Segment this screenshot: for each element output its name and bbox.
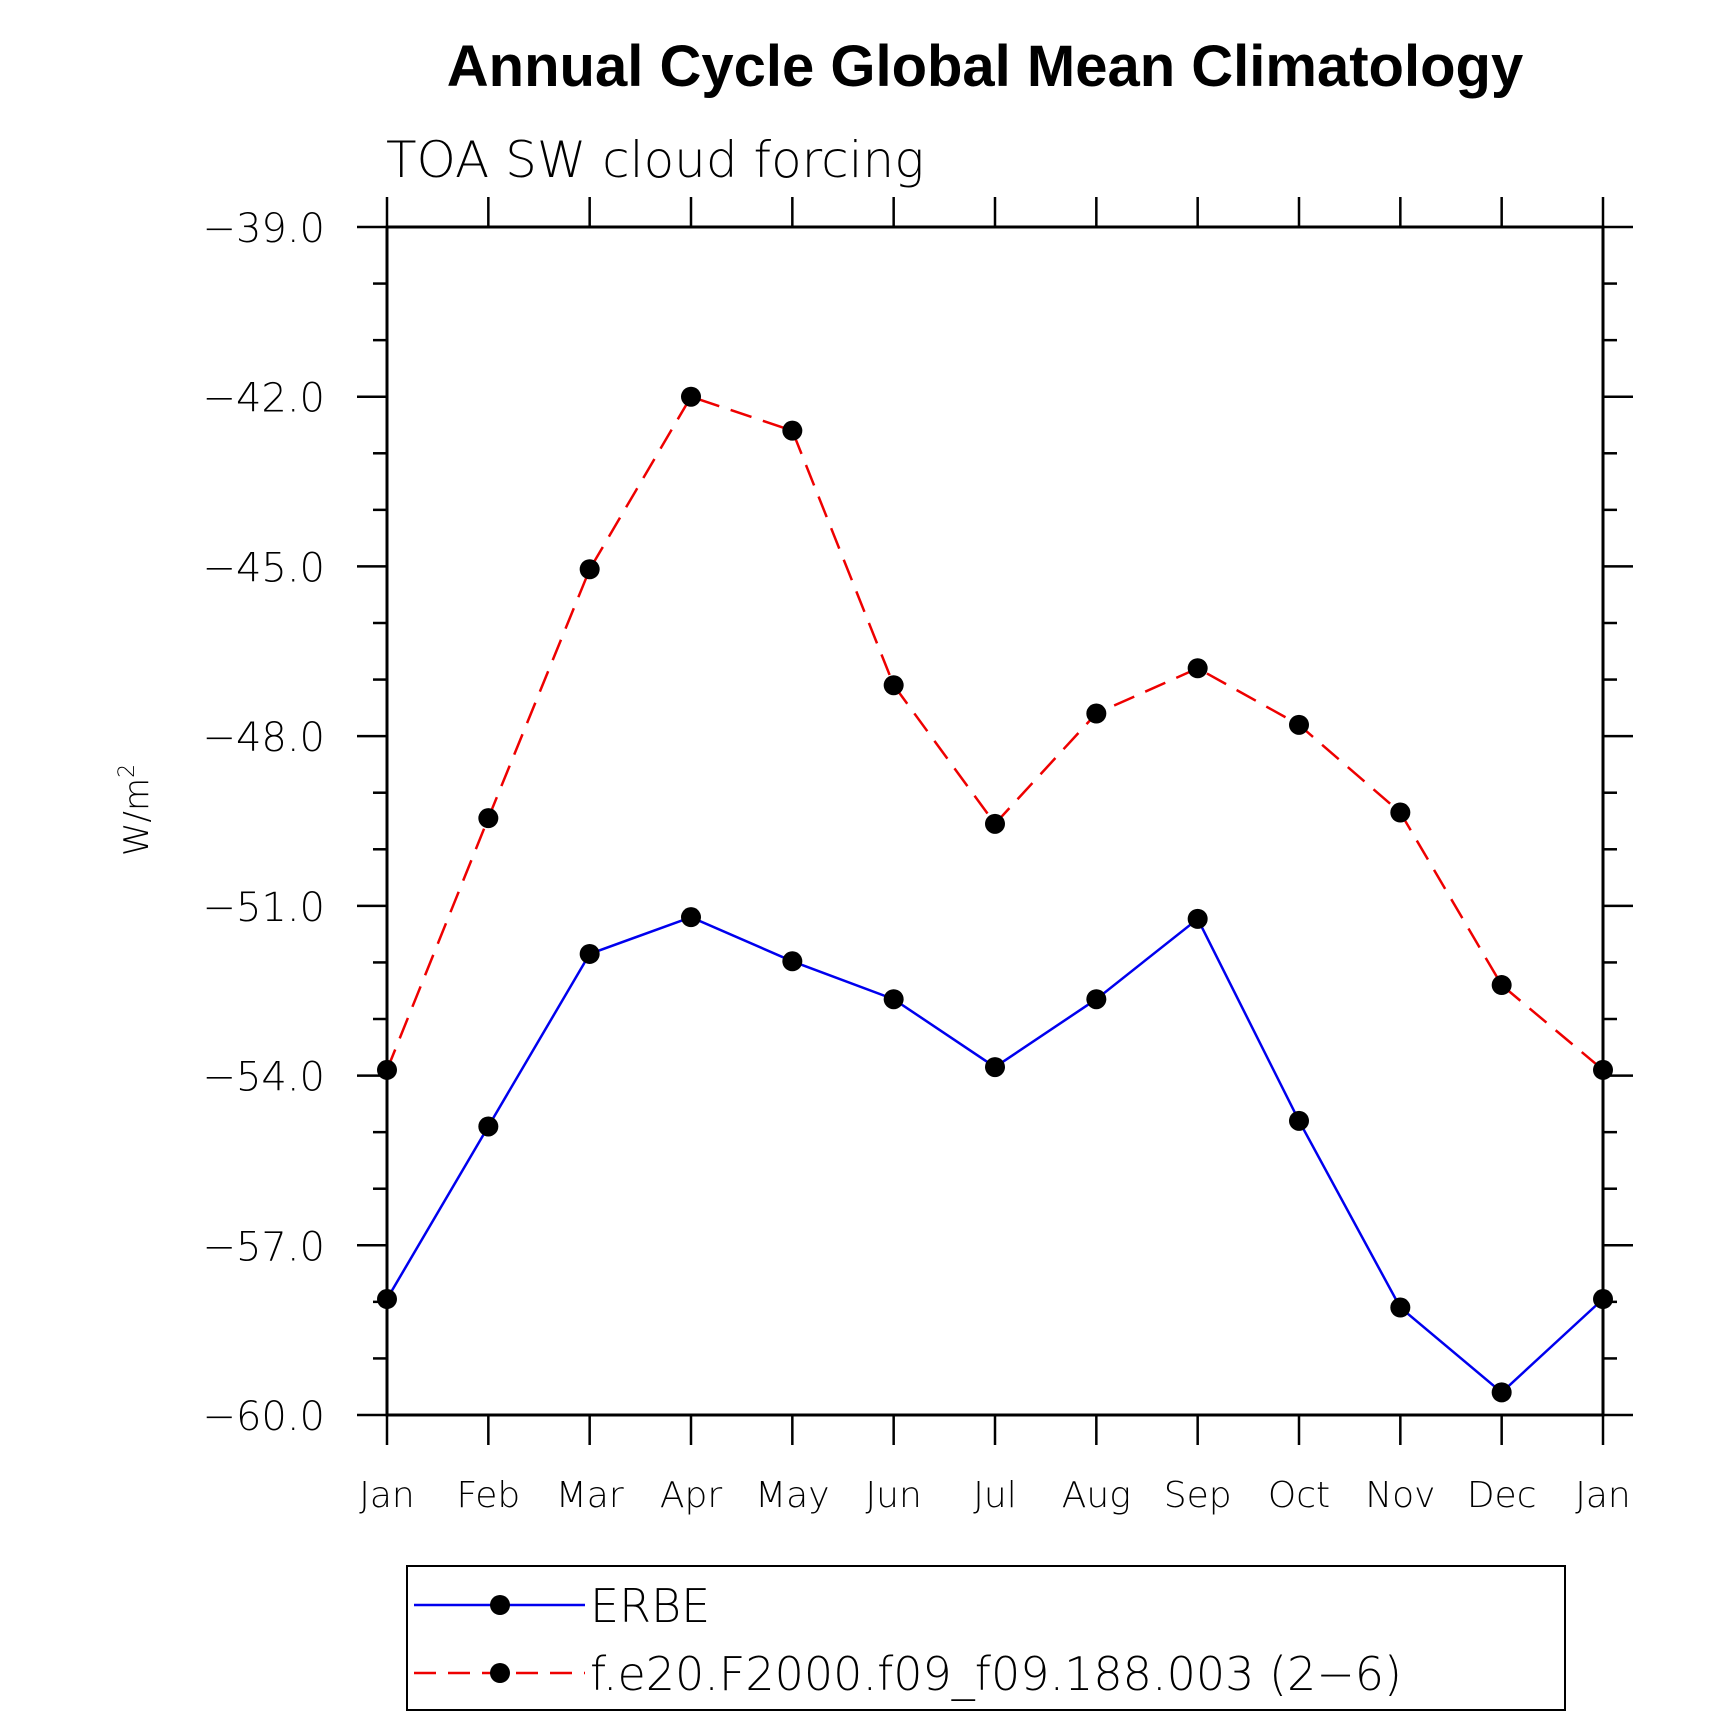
series-1-point bbox=[1086, 989, 1107, 1010]
legend-label-2: f.e20.F2000.f09_f09.188.003 (2−6) bbox=[590, 1647, 1402, 1701]
x-tick-label: Sep bbox=[1164, 1475, 1232, 1516]
series-2-point bbox=[478, 808, 499, 829]
series-1-point bbox=[1187, 908, 1208, 929]
y-tick-label: −39.0 bbox=[202, 206, 325, 252]
series-1-point bbox=[1289, 1110, 1309, 1131]
x-tick-label: Nov bbox=[1365, 1475, 1435, 1516]
x-tick-label: Jun bbox=[866, 1475, 922, 1516]
y-tick-label: −42.0 bbox=[202, 376, 325, 422]
chart-subtitle: TOA SW cloud forcing bbox=[386, 131, 924, 189]
series-2-point bbox=[579, 559, 600, 580]
series-2-point bbox=[782, 420, 803, 441]
x-tick-label: Mar bbox=[556, 1475, 624, 1516]
series-1-point bbox=[782, 951, 803, 972]
series-line-2 bbox=[385, 395, 1604, 1071]
y-tick-label: −48.0 bbox=[202, 715, 325, 761]
y-tick-label: −51.0 bbox=[202, 885, 325, 931]
x-tick-label: Oct bbox=[1268, 1475, 1330, 1516]
x-tick-label: Apr bbox=[660, 1475, 722, 1516]
legend-box bbox=[406, 1565, 1566, 1711]
series-2-point bbox=[1289, 714, 1309, 735]
x-tick-label: May bbox=[755, 1475, 829, 1516]
series-1-point bbox=[1491, 1382, 1512, 1403]
legend-label-1: ERBE bbox=[590, 1579, 710, 1633]
y-tick-label: −45.0 bbox=[202, 545, 325, 591]
series-2-point bbox=[1491, 975, 1512, 996]
series-layer bbox=[377, 386, 1613, 1403]
series-2-point bbox=[1390, 802, 1411, 823]
x-tick-label: Feb bbox=[456, 1475, 520, 1516]
series-2-point bbox=[377, 1059, 397, 1080]
series-2-point bbox=[883, 675, 904, 696]
series-1-point bbox=[377, 1289, 397, 1310]
series-2-point bbox=[1086, 703, 1107, 724]
x-tick-label: Jan bbox=[359, 1475, 415, 1516]
series-1-point bbox=[478, 1116, 499, 1137]
series-line-1 bbox=[385, 915, 1604, 1395]
series-2-point bbox=[1187, 658, 1208, 679]
series-1-point bbox=[1390, 1297, 1411, 1318]
series-1-point bbox=[985, 1057, 1005, 1078]
x-tick-label: Jul bbox=[973, 1475, 1016, 1516]
y-tick-label: −54.0 bbox=[202, 1055, 325, 1101]
series-1-point bbox=[579, 943, 600, 964]
series-1-point bbox=[1593, 1289, 1613, 1310]
chart-title: Annual Cycle Global Mean Climatology bbox=[447, 34, 1523, 99]
y-tick-label: −60.0 bbox=[202, 1394, 325, 1440]
legend-marker-2 bbox=[490, 1663, 510, 1683]
series-2-point bbox=[985, 813, 1005, 834]
legend: ERBE f.e20.F2000.f09_f09.188.003 (2−6) bbox=[406, 1565, 1566, 1711]
x-tick-label: Aug bbox=[1062, 1475, 1131, 1516]
series-1-point bbox=[681, 907, 701, 928]
axes: −39.0 −42.0 −45.0 −48.0 −51.0 −54.0 −57.0 −60.0… bbox=[202, 197, 1633, 1516]
x-tick-label: Jan bbox=[1575, 1475, 1631, 1516]
series-1-point bbox=[883, 989, 904, 1010]
y-tick-label: −57.0 bbox=[202, 1224, 325, 1270]
series-2-point bbox=[1593, 1059, 1613, 1080]
series-2-point bbox=[681, 386, 701, 407]
y-axis-label: W/m2 bbox=[115, 764, 157, 856]
legend-marker-1 bbox=[490, 1595, 510, 1615]
x-tick-label: Dec bbox=[1467, 1475, 1537, 1516]
